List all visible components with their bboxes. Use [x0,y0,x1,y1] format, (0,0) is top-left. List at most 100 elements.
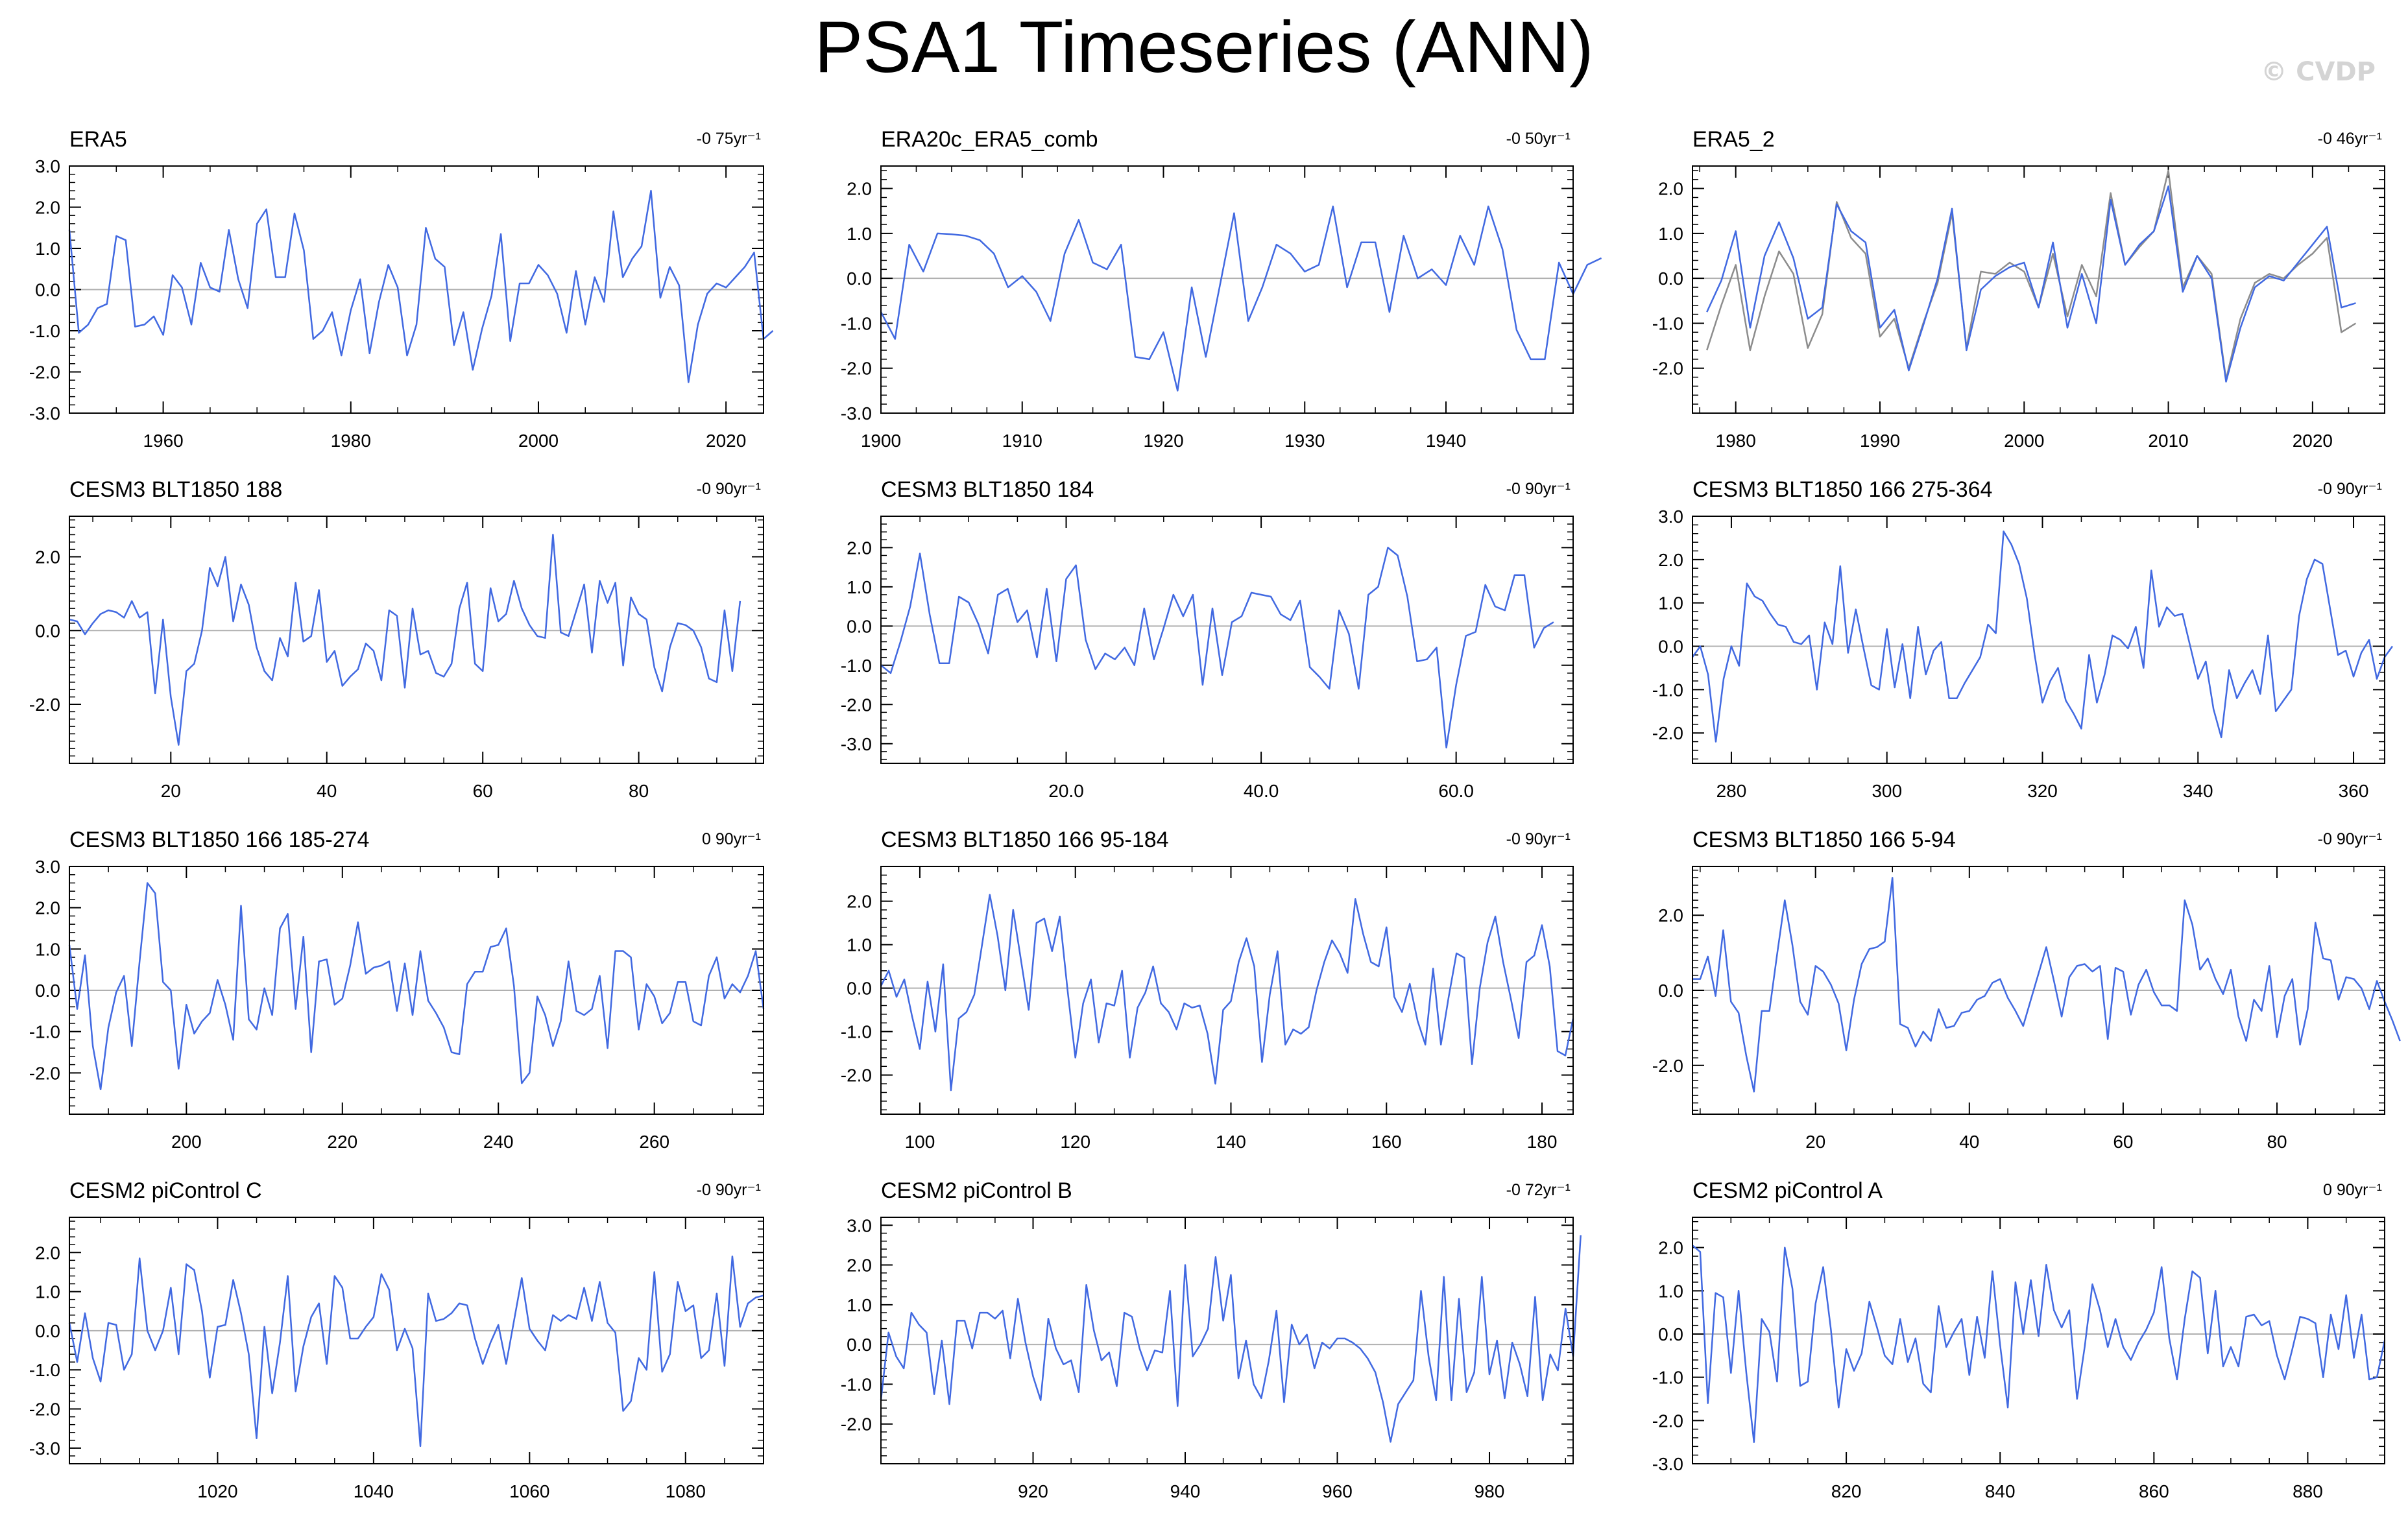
chart-panel-7: CESM3 BLT1850 166 185-274 0 90yr⁻¹ -2.0 -1.… [29,828,765,1152]
y-tick-label: -2.0 [841,359,872,379]
plot-frame [69,1217,764,1464]
y-tick-label: -2.0 [29,695,60,715]
x-tick-label: 240 [483,1132,514,1152]
y-tick-label: 3.0 [35,857,60,877]
x-tick-label: 300 [1872,781,1902,801]
y-tick-label: 0.0 [847,616,872,636]
panel-title: CESM3 BLT1850 166 185-274 [69,828,369,852]
x-tick-label: 1900 [861,431,901,451]
x-tick-label: 1060 [509,1481,549,1501]
panel-title: CESM2 piControl A [1692,1178,1883,1203]
panel-title: ERA20c_ERA5_comb [881,127,1098,152]
x-tick-label: 220 [327,1132,357,1152]
y-tick-label: -3.0 [841,403,872,423]
y-tick-label: -2.0 [29,363,60,383]
y-tick-label: -1.0 [1652,680,1683,700]
y-tick-label: -2.0 [841,1066,872,1086]
plot-frame [69,165,764,414]
y-tick-label: 2.0 [35,1243,60,1263]
y-tick-label: 2.0 [847,892,872,912]
y-tick-label: 1.0 [847,224,872,244]
figure-title: PSA1 Timeseries (ANN) [814,6,1594,88]
x-tick-label: 1980 [1716,431,1756,451]
y-tick-label: 0.0 [847,1335,872,1355]
panel-title: ERA5 [69,127,127,152]
x-tick-label: 160 [1371,1132,1402,1152]
x-tick-label: 360 [2339,781,2369,801]
x-tick-label: 20 [1805,1132,1825,1152]
y-tick-label: -1.0 [1652,313,1683,333]
y-tick-label: 0.0 [847,979,872,999]
y-tick-label: -2.0 [1652,359,1683,379]
chart-panel-3: ERA5_2 -0 46yr⁻¹ -2.0 -1.0 0.0 1.0 2.0 1980 1990… [1652,127,2385,451]
panel-title: CESM3 BLT1850 188 [69,477,282,502]
x-tick-label: 2020 [706,431,746,451]
series-line [880,547,1554,749]
chart-panel-12: CESM2 piControl A 0 90yr⁻¹ -3.0 -2.0 -1.0 0.0… [1652,1178,2386,1501]
y-tick-label: 0.0 [35,981,60,1001]
series-line [1692,1245,2386,1443]
y-tick-label: 2.0 [1658,905,1683,925]
panel-title: CESM2 piControl C [69,1178,262,1203]
y-tick-label: 0.0 [1658,637,1683,657]
y-tick-label: 2.0 [847,179,872,199]
y-tick-label: -1.0 [841,313,872,333]
y-tick-label: 1.0 [1658,224,1683,244]
trend-label: -0 90yr⁻¹ [1506,830,1571,848]
series-line [1691,531,2394,743]
x-tick-label: 1960 [143,431,183,451]
y-tick-label: -3.0 [1652,1454,1683,1474]
panel-title: ERA5_2 [1692,127,1775,152]
x-tick-label: 2000 [518,431,559,451]
y-tick-label: 3.0 [35,156,60,176]
chart-panel-9: CESM3 BLT1850 166 5-94 -0 90yr⁻¹ -2.0 0.0 2.… [1652,828,2401,1152]
x-tick-label: 1990 [1860,431,1900,451]
x-tick-label: 40 [317,781,337,801]
series-line [1706,185,2356,383]
x-tick-label: 860 [2139,1481,2169,1501]
trend-label: -0 75yr⁻¹ [697,130,761,148]
y-tick-label: 1.0 [847,935,872,955]
y-tick-label: -1.0 [841,656,872,676]
chart-panel-6: CESM3 BLT1850 166 275-364 -0 90yr⁻¹ -2.0 -1… [1652,477,2394,801]
y-tick-label: 1.0 [1658,593,1683,614]
x-tick-label: 140 [1216,1132,1246,1152]
x-tick-label: 840 [1985,1481,2016,1501]
y-tick-label: 1.0 [847,1295,872,1315]
y-tick-label: -3.0 [841,734,872,754]
y-tick-label: -3.0 [29,403,60,423]
y-tick-label: -1.0 [29,321,60,341]
x-tick-label: 980 [1475,1481,1505,1501]
x-tick-label: 120 [1060,1132,1090,1152]
series-line [880,894,1574,1091]
panel-title: CESM3 BLT1850 166 95-184 [881,828,1169,852]
series-line [1692,877,2401,1093]
x-tick-label: 1040 [354,1481,394,1501]
y-tick-label: -2.0 [841,695,872,715]
x-tick-label: 20.0 [1048,781,1084,801]
chart-panel-4: CESM3 BLT1850 188 -0 90yr⁻¹ -2.0 0.0 2.0 20 40… [29,477,764,801]
y-tick-label: 0.0 [1658,268,1683,289]
plot-frame [880,866,1574,1115]
x-tick-label: 1910 [1002,431,1042,451]
y-tick-label: 0.0 [35,280,60,300]
x-tick-label: 2020 [2293,431,2333,451]
y-tick-label: 2.0 [847,1256,872,1276]
y-tick-label: -1.0 [841,1374,872,1394]
trend-label: -0 90yr⁻¹ [2318,480,2382,498]
y-tick-label: 2.0 [1658,550,1683,570]
chart-panel-11: CESM2 piControl B -0 72yr⁻¹ -2.0 -1.0 0.0 1.0… [841,1178,1582,1501]
y-tick-label: -1.0 [841,1022,872,1042]
y-tick-label: 1.0 [35,1282,60,1302]
trend-label: -0 46yr⁻¹ [2318,130,2382,148]
x-tick-label: 1930 [1284,431,1325,451]
x-tick-label: 280 [1716,781,1747,801]
x-tick-label: 20 [161,781,181,801]
series-line [68,189,774,383]
plot-frame [1692,1217,2385,1464]
y-tick-label: -1.0 [1652,1368,1683,1388]
y-tick-label: 0.0 [35,1321,60,1341]
y-tick-label: 2.0 [35,898,60,918]
y-tick-label: 3.0 [847,1215,872,1235]
x-tick-label: 80 [2267,1132,2287,1152]
